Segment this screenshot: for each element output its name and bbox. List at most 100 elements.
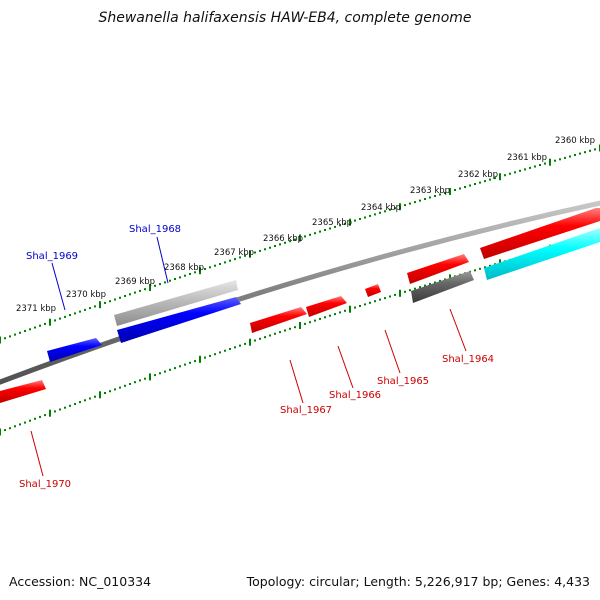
scale-major-tick xyxy=(349,305,351,313)
gene-arrow-red[interactable] xyxy=(365,284,381,297)
scale-minor-tick xyxy=(429,283,431,285)
scale-minor-tick xyxy=(194,271,196,274)
scale-label: 2361 kbp xyxy=(507,153,547,163)
gene-shal-1968[interactable] xyxy=(114,280,241,343)
gene-feature-gray[interactable] xyxy=(114,280,238,326)
scale-minor-tick xyxy=(9,335,11,338)
scale-minor-tick xyxy=(524,168,526,171)
gene-label-shal-1966[interactable]: Shal_1966 xyxy=(329,390,381,401)
scale-minor-tick xyxy=(329,314,331,317)
scale-minor-tick xyxy=(504,174,506,177)
scale-minor-tick xyxy=(14,425,16,428)
scale-minor-tick xyxy=(434,195,436,197)
scale-label: 2369 kbp xyxy=(115,277,155,287)
scale-minor-tick xyxy=(419,199,421,202)
scale-minor-tick xyxy=(259,249,261,252)
leader-line xyxy=(51,262,66,311)
gene-label-shal-1964[interactable]: Shal_1964 xyxy=(442,354,494,365)
gene-arrow-blue[interactable] xyxy=(117,297,241,343)
scale-minor-tick xyxy=(594,148,596,151)
scale-minor-tick xyxy=(584,151,586,154)
gene-feature-dark[interactable] xyxy=(411,271,474,303)
gene-arrow-red[interactable] xyxy=(250,307,307,333)
scale-minor-tick xyxy=(304,235,306,238)
scale-minor-tick xyxy=(424,198,426,200)
scale-major-tick xyxy=(399,289,401,297)
scale-minor-tick xyxy=(319,230,321,233)
scale-minor-tick xyxy=(229,259,231,262)
scale-minor-tick xyxy=(84,308,86,311)
scale-minor-tick xyxy=(169,279,171,282)
gene-arrow-red[interactable] xyxy=(306,296,347,317)
gene-arrow-blue[interactable] xyxy=(47,338,102,362)
scale-minor-tick xyxy=(419,286,421,289)
scale-minor-tick xyxy=(234,346,236,349)
scale-label: 2371 kbp xyxy=(16,304,56,314)
scale-minor-tick xyxy=(74,312,76,315)
scale-minor-tick xyxy=(189,361,191,364)
scale-minor-tick xyxy=(509,172,511,175)
scale-minor-tick xyxy=(459,187,461,190)
scale-minor-tick xyxy=(139,379,141,382)
scale-minor-tick xyxy=(169,368,171,371)
scale-minor-tick xyxy=(184,274,186,277)
scale-major-tick xyxy=(249,338,251,346)
gene-label-shal-1967[interactable]: Shal_1967 xyxy=(280,405,332,416)
scale-minor-tick xyxy=(224,349,226,352)
gene-feature-cyan[interactable] xyxy=(484,228,600,280)
scale-minor-tick xyxy=(444,278,446,281)
scale-minor-tick xyxy=(119,296,121,299)
scale-minor-tick xyxy=(254,339,256,342)
scale-minor-tick xyxy=(14,333,16,336)
scale-minor-tick xyxy=(179,365,181,368)
scale-minor-tick xyxy=(474,269,476,272)
gene-label-shal-1970[interactable]: Shal_1970 xyxy=(19,479,71,490)
gene-arrow-red[interactable] xyxy=(0,380,46,403)
scale-minor-tick xyxy=(94,395,96,398)
gene-label-shal-1965[interactable]: Shal_1965 xyxy=(377,376,429,387)
scale-major-tick xyxy=(299,234,301,242)
gene-label-shal-1968[interactable]: Shal_1968 xyxy=(129,224,181,235)
gene-label-shal-1969[interactable]: Shal_1969 xyxy=(26,251,78,262)
scale-minor-tick xyxy=(539,164,541,166)
scale-minor-tick xyxy=(279,243,281,246)
scale-minor-tick xyxy=(69,314,71,317)
scale-minor-tick xyxy=(179,276,181,279)
leader-line xyxy=(30,430,44,477)
scale-minor-tick xyxy=(84,399,86,402)
scale-minor-tick xyxy=(494,177,496,180)
scale-minor-tick xyxy=(239,256,241,259)
scale-minor-tick xyxy=(404,204,406,207)
scale-minor-tick xyxy=(324,316,326,319)
scale-minor-tick xyxy=(344,222,346,225)
scale-minor-tick xyxy=(589,149,591,152)
scale-minor-tick xyxy=(364,216,366,219)
scale-minor-tick xyxy=(219,351,221,354)
scale-minor-tick xyxy=(334,225,336,228)
scale-major-tick xyxy=(99,391,101,399)
scale-minor-tick xyxy=(359,305,361,307)
scale-minor-tick xyxy=(389,295,391,298)
scale-minor-tick xyxy=(534,165,536,168)
accession-text: Accession: NC_010334 xyxy=(9,574,151,589)
scale-minor-tick xyxy=(414,201,416,204)
scale-minor-tick xyxy=(4,429,6,432)
gene-arrow-red[interactable] xyxy=(480,208,600,259)
scale-minor-tick xyxy=(79,310,81,313)
scale-minor-tick xyxy=(209,266,211,269)
scale-minor-tick xyxy=(264,336,266,339)
scale-minor-tick xyxy=(564,156,566,159)
scale-minor-tick xyxy=(214,264,216,267)
scale-minor-tick xyxy=(314,319,316,322)
gene-arrow-red[interactable] xyxy=(407,254,469,284)
scale-minor-tick xyxy=(229,348,231,350)
scale-major-tick xyxy=(399,203,401,211)
scale-minor-tick xyxy=(354,219,356,222)
scale-minor-tick xyxy=(39,415,41,418)
scale-minor-tick xyxy=(64,315,66,318)
scale-minor-tick xyxy=(289,327,291,330)
scale-label: 2363 kbp xyxy=(410,186,450,196)
scale-label: 2370 kbp xyxy=(66,290,106,300)
scale-minor-tick xyxy=(379,298,381,301)
